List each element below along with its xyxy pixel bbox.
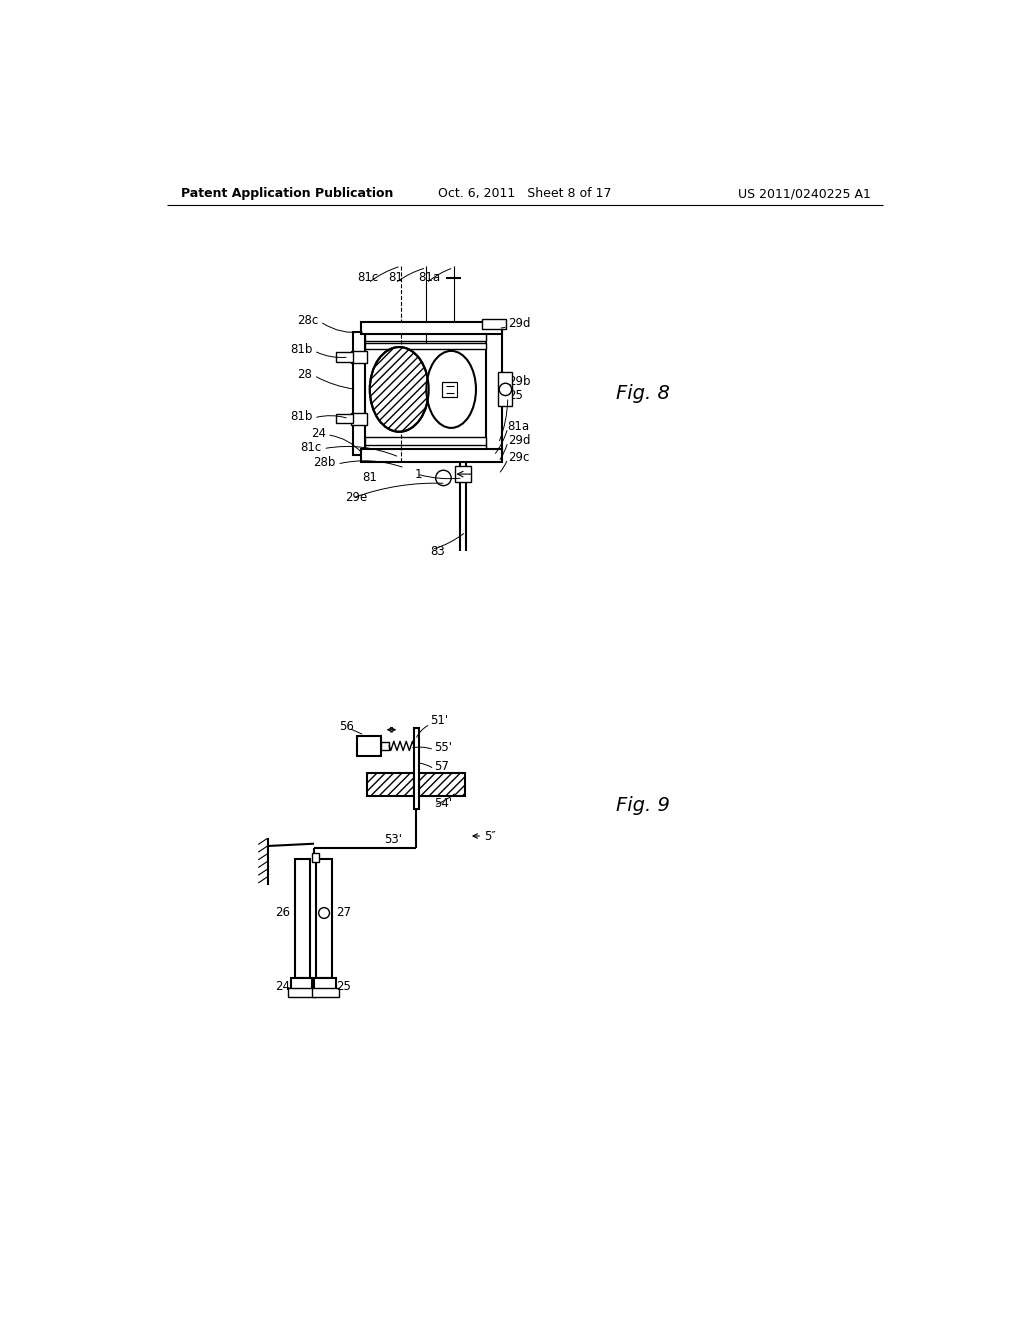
Text: 54': 54' bbox=[434, 797, 453, 810]
Text: 28b: 28b bbox=[313, 455, 336, 469]
Bar bbox=[482, 318, 506, 330]
Text: 81b: 81b bbox=[290, 343, 312, 356]
Bar bbox=[356, 737, 381, 756]
Ellipse shape bbox=[370, 347, 429, 432]
Bar bbox=[311, 853, 319, 862]
Text: 81a: 81a bbox=[418, 271, 440, 284]
Bar bbox=[366, 437, 486, 446]
Text: Oct. 6, 2011   Sheet 8 of 17: Oct. 6, 2011 Sheet 8 of 17 bbox=[438, 187, 611, 201]
Text: 26: 26 bbox=[275, 907, 290, 920]
Text: 5″: 5″ bbox=[484, 829, 497, 842]
Bar bbox=[312, 987, 339, 997]
Text: 81b: 81b bbox=[290, 409, 312, 422]
Text: US 2011/0240225 A1: US 2011/0240225 A1 bbox=[737, 187, 870, 201]
Text: 25: 25 bbox=[508, 389, 522, 403]
Text: 25: 25 bbox=[336, 979, 350, 993]
Bar bbox=[486, 331, 502, 455]
Bar bbox=[336, 414, 352, 424]
Bar bbox=[351, 412, 367, 425]
Text: 81c: 81c bbox=[357, 271, 379, 284]
Text: 81c: 81c bbox=[300, 441, 322, 454]
Bar bbox=[368, 774, 414, 796]
Ellipse shape bbox=[426, 351, 476, 428]
Bar bbox=[455, 466, 471, 482]
Bar bbox=[414, 729, 419, 809]
Text: 57: 57 bbox=[434, 760, 449, 774]
Text: 29d: 29d bbox=[508, 434, 530, 446]
Circle shape bbox=[500, 383, 512, 396]
Bar bbox=[291, 978, 312, 995]
Bar bbox=[366, 445, 486, 451]
Text: 55': 55' bbox=[434, 741, 453, 754]
Bar bbox=[366, 331, 486, 341]
Bar bbox=[314, 978, 336, 995]
Text: 29e: 29e bbox=[345, 491, 368, 504]
Text: 27: 27 bbox=[336, 907, 350, 920]
Text: 53': 53' bbox=[384, 833, 401, 846]
Bar bbox=[351, 351, 367, 363]
Bar bbox=[366, 343, 486, 350]
Text: Patent Application Publication: Patent Application Publication bbox=[180, 187, 393, 201]
Bar bbox=[352, 331, 366, 455]
Circle shape bbox=[318, 908, 330, 919]
Text: 56: 56 bbox=[340, 721, 354, 733]
Text: 29d: 29d bbox=[508, 317, 530, 330]
Bar bbox=[360, 449, 502, 462]
Text: 81a: 81a bbox=[508, 420, 529, 433]
Text: Fig. 9: Fig. 9 bbox=[616, 796, 670, 814]
Bar bbox=[295, 859, 310, 978]
Text: 29b: 29b bbox=[508, 375, 530, 388]
Bar bbox=[419, 774, 465, 796]
Text: 83: 83 bbox=[430, 545, 445, 557]
Text: 28c: 28c bbox=[297, 314, 317, 326]
Text: 28: 28 bbox=[298, 367, 312, 380]
Bar bbox=[499, 372, 512, 407]
Circle shape bbox=[435, 470, 452, 486]
Text: 81: 81 bbox=[388, 271, 403, 284]
Text: 29c: 29c bbox=[508, 450, 529, 463]
Text: 1: 1 bbox=[415, 467, 422, 480]
Text: 51': 51' bbox=[430, 714, 449, 727]
Text: 24: 24 bbox=[275, 979, 290, 993]
Bar bbox=[381, 742, 389, 750]
Bar bbox=[360, 322, 502, 334]
Text: Fig. 8: Fig. 8 bbox=[616, 384, 670, 403]
Bar bbox=[288, 987, 315, 997]
Bar bbox=[336, 352, 352, 362]
Text: 81: 81 bbox=[362, 471, 377, 484]
Bar bbox=[442, 381, 458, 397]
Bar bbox=[316, 859, 332, 978]
Text: 24: 24 bbox=[310, 426, 326, 440]
